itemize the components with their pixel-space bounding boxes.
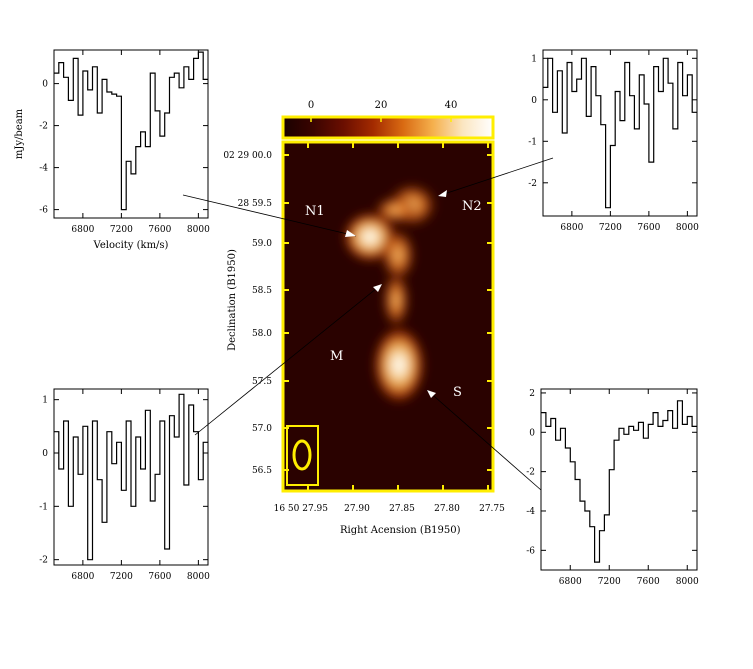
spectrum-x-tick-label: 6800 xyxy=(559,577,582,587)
spectrum-panel-1: 6800 7200 7600 8000 0 -2 -4 -6 Velocity (km/s) mJ… xyxy=(14,49,210,251)
image-y-tick-label: 59.0 xyxy=(252,239,272,249)
spectrum-frame xyxy=(542,49,698,217)
colorbar-tick-label: 40 xyxy=(445,100,458,111)
image-y-tick-label: 56.5 xyxy=(252,466,272,476)
spectrum-y-tick-label: -4 xyxy=(526,507,535,517)
spectrum-x-tick-label: 7200 xyxy=(110,225,133,235)
image-y-tick-label: 28 59.5 xyxy=(238,199,273,209)
image-x-tick-label: 27.75 xyxy=(479,504,505,514)
colorbar-tick-label: 20 xyxy=(375,100,388,111)
label-n2: N2 xyxy=(462,199,482,214)
connector-s xyxy=(426,389,542,491)
arrowhead-n1 xyxy=(345,230,356,237)
arrowhead-m xyxy=(373,284,382,292)
spectra-panels: 6800 7200 7600 8000 0 -2 -4 -6 Velocity (km/s) mJ… xyxy=(14,49,699,587)
spectrum-frame xyxy=(53,49,209,219)
spectrum-x-tick-label: 6800 xyxy=(71,572,94,582)
image-y-tick-label: 58.0 xyxy=(252,329,272,339)
spectrum-y-tick-label: -1 xyxy=(39,502,48,512)
colorbar-tick-label: 0 xyxy=(308,100,314,111)
spectrum-x-tick-label: 7600 xyxy=(637,223,660,233)
spectrum-y-tick-label: -6 xyxy=(526,546,535,556)
emission-map xyxy=(342,182,438,405)
beam-frame xyxy=(286,425,319,486)
connector-lines xyxy=(182,157,554,491)
spectrum-xlabel: Velocity (km/s) xyxy=(93,240,169,251)
spectrum-y-tick-label: -2 xyxy=(526,468,535,478)
image-x-tick-label: 27.90 xyxy=(344,504,370,514)
emission-neck xyxy=(382,270,410,330)
spectrum-y-tick-label: 0 xyxy=(42,80,48,90)
label-m: M xyxy=(330,349,343,364)
spectrum-y-tick-label: -2 xyxy=(39,122,48,132)
spectrum-x-tick-label: 7600 xyxy=(637,577,660,587)
image-x-tick-label: 27.85 xyxy=(389,504,415,514)
spectrum-series-line xyxy=(54,51,208,211)
spectrum-y-tick-label: -4 xyxy=(39,164,48,174)
emission-tail xyxy=(380,227,416,283)
spectrum-y-tick-label: -6 xyxy=(39,206,48,216)
connector-n1 xyxy=(182,194,357,237)
image-x-tick-label: 16 50 27.95 xyxy=(274,504,329,514)
spectrum-frame xyxy=(53,388,209,566)
connector-n2 xyxy=(437,157,554,197)
spectrum-x-tick-label: 6800 xyxy=(71,225,94,235)
colorbar-frame xyxy=(281,115,495,140)
spectrum-x-tick-label: 7600 xyxy=(148,572,171,582)
spectrum-y-tick-label: 0 xyxy=(42,449,48,459)
beam-box xyxy=(286,425,319,486)
spectrum-x-tick-label: 7200 xyxy=(599,223,622,233)
image-frame xyxy=(281,140,495,493)
spectrum-series-line xyxy=(543,57,697,209)
colorbar-ticks: 0 20 40 xyxy=(308,100,458,122)
spectrum-y-tick-label: 1 xyxy=(531,54,537,64)
image-y-tick-label: 02 29 00.0 xyxy=(223,151,272,161)
image-panel: 02 29 00.0 28 59.5 59.0 58.5 58.0 57.5 57.0 56.… xyxy=(223,140,505,536)
spectrum-x-tick-label: 8000 xyxy=(676,577,699,587)
spectrum-y-tick-label: 2 xyxy=(529,389,535,399)
connector-m xyxy=(194,283,383,436)
image-xlabel: Right Acension (B1950) xyxy=(340,525,461,536)
spectrum-x-tick-label: 8000 xyxy=(676,223,699,233)
spectrum-series-line xyxy=(541,400,697,563)
emission-s-core xyxy=(372,325,426,405)
label-n1: N1 xyxy=(305,204,325,219)
spectrum-panel-3: 6800 7200 7600 8000 1 0 -1 -2 xyxy=(39,388,210,582)
spectrum-x-tick-label: 8000 xyxy=(187,225,210,235)
spectrum-panel-2: 6800 7200 7600 8000 1 0 -1 -2 xyxy=(528,49,699,233)
spectrum-x-tick-label: 7200 xyxy=(598,577,621,587)
spectrum-y-tick-label: -1 xyxy=(528,137,537,147)
image-axis-ticks: 02 29 00.0 28 59.5 59.0 58.5 58.0 57.5 57.0 56.… xyxy=(223,142,505,514)
colorbar: 0 20 40 xyxy=(281,100,495,140)
arrowhead-n2 xyxy=(438,190,447,197)
image-y-tick-label: 57.0 xyxy=(252,424,272,434)
spectrum-y-tick-label: 0 xyxy=(531,96,537,106)
spectrum-ylabel: mJy/beam xyxy=(14,108,25,159)
label-s: S xyxy=(453,385,462,400)
spectrum-panel-4: 6800 7200 7600 8000 2 0 -2 -4 -6 xyxy=(526,388,699,587)
image-y-tick-label: 58.5 xyxy=(252,286,272,296)
spectrum-series-line xyxy=(54,393,208,561)
spectrum-y-tick-label: -2 xyxy=(39,556,48,566)
spectrum-x-tick-label: 6800 xyxy=(560,223,583,233)
image-x-tick-label: 27.80 xyxy=(434,504,460,514)
spectrum-y-tick-label: -2 xyxy=(528,179,537,189)
colorbar-fill xyxy=(283,117,493,138)
arrowhead-s xyxy=(427,390,436,398)
spectrum-frame xyxy=(540,388,698,571)
beam-ellipse xyxy=(292,439,312,471)
spectrum-x-tick-label: 8000 xyxy=(187,572,210,582)
spectrum-y-tick-label: 1 xyxy=(42,396,48,406)
image-ylabel: Declination (B1950) xyxy=(227,249,238,351)
image-y-tick-label: 57.5 xyxy=(252,377,272,387)
spectrum-x-tick-label: 7600 xyxy=(148,225,171,235)
spectrum-x-tick-label: 7200 xyxy=(110,572,133,582)
spectrum-y-tick-label: 0 xyxy=(529,428,535,438)
